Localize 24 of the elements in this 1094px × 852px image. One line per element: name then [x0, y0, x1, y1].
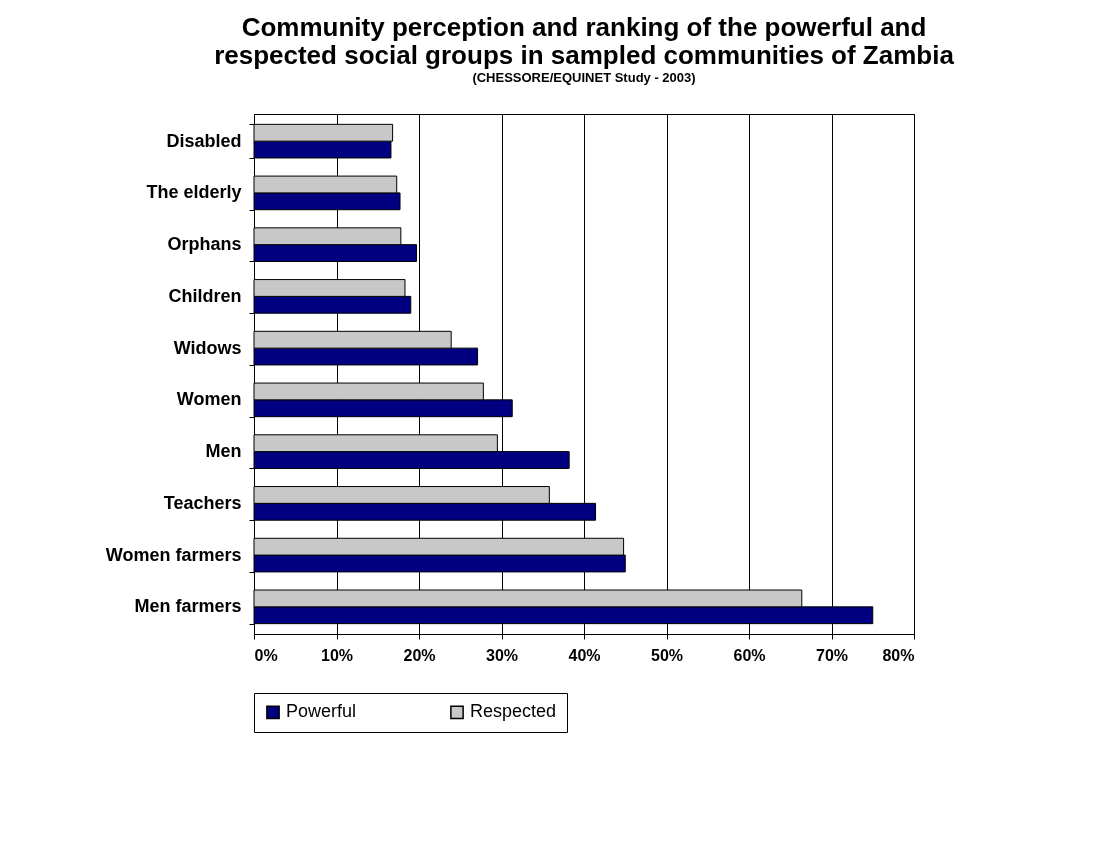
chart-subtitle: (CHESSORE/EQUINET Study - 2003) — [472, 70, 696, 85]
y-tick-label: The elderly — [146, 182, 242, 203]
y-tick-label: Women — [176, 389, 242, 410]
legend-label: Powerful — [286, 701, 357, 722]
x-tick-label: 80% — [882, 646, 915, 664]
y-tick-label: Orphans — [167, 234, 242, 255]
y-tick-label: Disabled — [166, 130, 242, 151]
y-tick-label: Children — [168, 285, 242, 306]
x-tick-label: 60% — [733, 646, 766, 664]
text: respected social groups in sampled communities of Zambia — [214, 40, 954, 70]
y-tick-label: Men farmers — [134, 596, 242, 617]
y-tick-label: Women farmers — [105, 544, 242, 565]
x-tick-label: 10% — [320, 646, 354, 664]
x-tick-label: 40% — [568, 646, 601, 664]
legend-label: Respected — [470, 701, 557, 722]
x-tick-label: 0% — [254, 646, 278, 664]
y-tick-label: Teachers — [163, 492, 242, 513]
text: Community perception and ranking of the powerful and — [241, 12, 927, 42]
x-tick-label: 70% — [815, 646, 849, 664]
x-tick-label: 20% — [403, 646, 436, 664]
x-tick-label: 30% — [485, 646, 519, 664]
x-tick-label: 50% — [650, 646, 684, 664]
y-tick-label: Men — [205, 441, 242, 462]
y-tick-label: Widows — [173, 337, 242, 358]
